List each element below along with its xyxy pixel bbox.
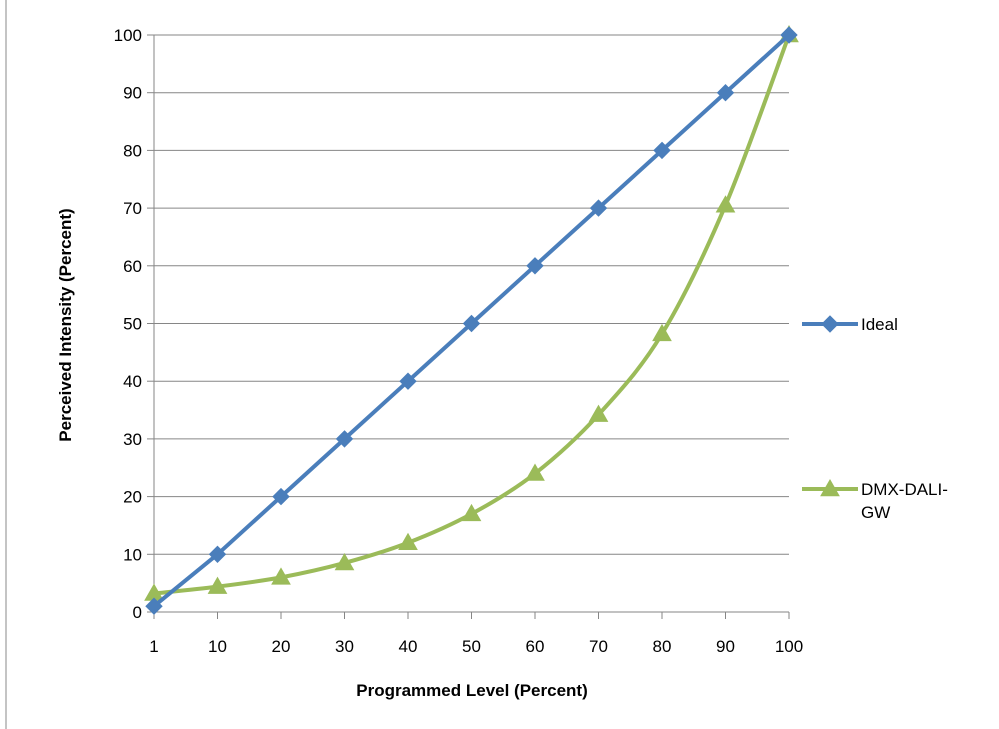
legend-label: GW — [861, 503, 890, 522]
series-dmx-dali-gw — [144, 24, 799, 601]
y-tick-label: 10 — [123, 545, 142, 564]
data-point-ideal-20 — [272, 487, 290, 506]
legend-item-dmx-dali-gw: DMX-DALI- GW — [802, 478, 948, 522]
x-tick-label: 1 — [149, 637, 158, 656]
x-tick-label: 90 — [716, 637, 735, 656]
data-point-dmx-dali-gw-80 — [652, 323, 672, 342]
data-point-ideal-90 — [716, 83, 735, 102]
data-point-dmx-dali-gw-70 — [588, 404, 609, 422]
legend-label: DMX-DALI- — [861, 480, 948, 499]
legend-swatch-marker — [821, 315, 839, 333]
y-tick-label: 20 — [123, 488, 142, 507]
data-point-dmx-dali-gw-10 — [207, 576, 228, 594]
x-tick-label: 30 — [335, 637, 354, 656]
x-tick-label: 50 — [462, 637, 481, 656]
legend-item-ideal: Ideal — [802, 315, 898, 334]
data-point-dmx-dali-gw-50 — [461, 503, 482, 522]
x-tick-label: 60 — [526, 637, 545, 656]
legend: Ideal DMX-DALI- GW — [802, 315, 948, 522]
y-tick-label: 50 — [123, 315, 142, 334]
data-point-ideal-1 — [145, 597, 163, 615]
x-tick-label: 40 — [399, 637, 418, 656]
data-point-ideal-60 — [526, 257, 544, 275]
series — [144, 24, 799, 615]
y-tick-label: 70 — [123, 199, 142, 218]
data-point-ideal-30 — [335, 430, 354, 448]
y-tick-label: 80 — [123, 141, 142, 160]
y-tick-label: 0 — [133, 603, 142, 622]
gridlines — [154, 34, 789, 555]
data-point-dmx-dali-gw-60 — [525, 463, 545, 481]
x-tick-label: 10 — [208, 637, 227, 656]
x-tick-label: 20 — [272, 637, 291, 656]
data-point-ideal-40 — [399, 372, 417, 390]
legend-swatch-marker — [820, 478, 840, 497]
x-axis-title: Programmed Level (Percent) — [356, 681, 587, 700]
data-point-ideal-100 — [780, 26, 798, 44]
y-tick-label: 40 — [123, 372, 142, 391]
data-point-ideal-80 — [653, 141, 671, 160]
data-point-dmx-dali-gw-20 — [271, 567, 291, 585]
y-axis-title: Perceived Intensity (Percent) — [56, 208, 75, 441]
data-point-ideal-10 — [208, 545, 227, 564]
data-point-dmx-dali-gw-40 — [398, 532, 418, 551]
y-tick-label: 30 — [123, 430, 142, 449]
data-point-dmx-dali-gw-90 — [715, 195, 736, 213]
series-ideal — [145, 26, 798, 615]
x-tick-label: 100 — [775, 637, 803, 656]
y-tick-label: 90 — [123, 84, 142, 103]
y-tick-label: 100 — [114, 26, 142, 45]
legend-label: Ideal — [861, 315, 898, 334]
data-point-dmx-dali-gw-30 — [334, 552, 355, 571]
data-point-ideal-50 — [462, 314, 481, 333]
data-point-ideal-70 — [589, 199, 608, 217]
y-tick-label: 60 — [123, 257, 142, 276]
x-tick-label: 80 — [653, 637, 672, 656]
x-tick-label: 70 — [589, 637, 608, 656]
